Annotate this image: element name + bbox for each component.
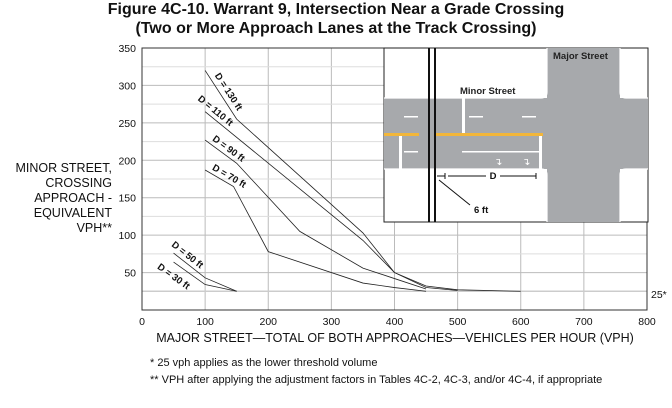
threshold-label: 25* [651,289,667,301]
y-axis-label: MINOR STREET, CROSSING APPROACH - EQUIVA… [0,161,112,236]
y-axis-label-line: APPROACH - [34,191,112,205]
footnote: ** VPH after applying the adjustment fac… [150,374,603,386]
x-tick-label: 800 [638,316,656,328]
y-tick-label: 250 [118,118,136,130]
x-tick-label: 0 [139,316,145,328]
y-tick-label: 50 [124,268,136,280]
x-tick-label: 100 [196,316,214,328]
footnote: * 25 vph applies as the lower threshold … [150,357,378,369]
stop-bar-left [399,136,402,169]
y-axis-label-line: VPH** [76,221,112,235]
y-axis-label-line: EQUIVALENT [33,206,112,220]
y-axis-label-line: CROSSING [45,176,112,190]
minor-street-label: Minor Street [460,86,516,97]
offset-label: 6 ft [474,205,489,216]
series-line [204,111,458,291]
distance-dimension-line [437,173,537,179]
chart-title: Figure 4C-10. Warrant 9, Intersection Ne… [107,1,565,18]
x-tick-label: 600 [512,316,530,328]
series-label: D = 50 ft [169,240,206,272]
series-label: D = 30 ft [155,262,192,293]
series-line [173,261,237,292]
intersection-inset: ↴ ↴ Minor Street Major Street D 6 ft [383,47,649,223]
major-street-road [547,48,620,222]
x-tick-label: 400 [386,316,404,328]
railroad-track-icon [428,48,436,222]
distance-label: D [490,171,497,182]
series-line [173,252,237,292]
series-label: D = 70 ft [210,163,248,192]
y-tick-label: 200 [118,155,136,167]
centerline-right [434,133,543,136]
right-turn-arrow-icon: ↴ [494,157,502,168]
y-tick-label: 100 [118,230,136,242]
y-tick-label: 150 [118,193,136,205]
offset-leader-line [438,179,471,206]
y-tick-label: 300 [118,80,136,92]
stop-bar-right [539,136,542,169]
stop-bar-top [462,98,465,133]
right-turn-arrow-icon: ↴ [522,157,530,168]
lane-dashes [404,116,539,153]
x-tick-label: 300 [323,316,341,328]
chart-subtitle: (Two or More Approach Lanes at the Track… [135,20,537,37]
centerline-left [384,133,419,136]
y-tick-label: 350 [118,43,136,55]
x-tick-label: 500 [449,316,467,328]
x-tick-label: 700 [575,316,593,328]
major-street-label: Major Street [553,51,609,62]
x-axis-label: MAJOR STREET—TOTAL OF BOTH APPROACHES—VE… [156,331,634,345]
curb-lines [384,48,648,222]
y-axis-label-line: MINOR STREET, [15,161,112,175]
series-line [204,169,427,292]
series-line [204,139,427,290]
x-tick-label: 200 [259,316,277,328]
